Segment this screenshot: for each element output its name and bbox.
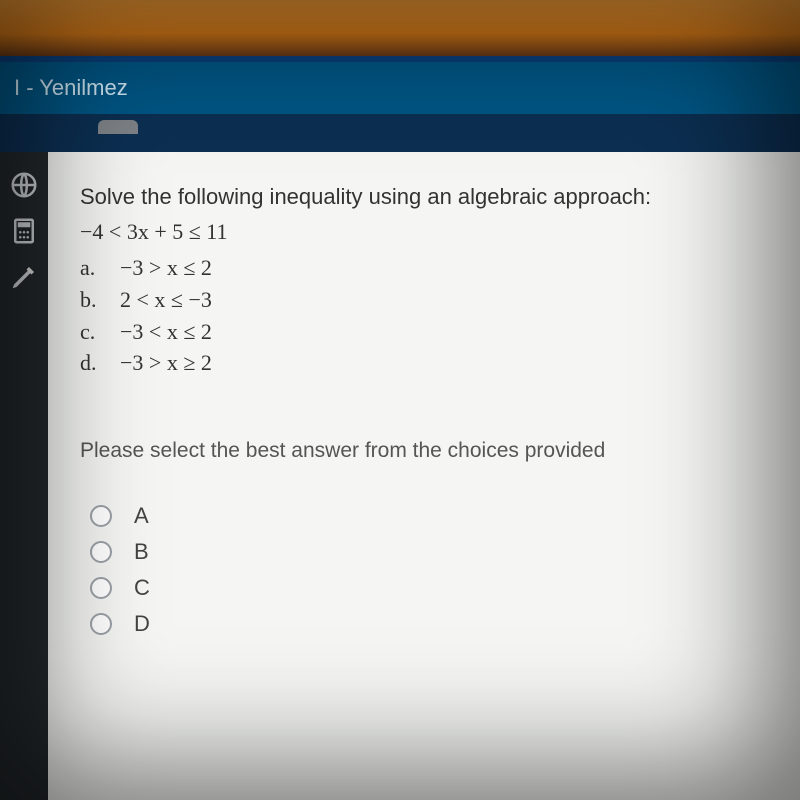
option-list: a. −3 > x ≤ 2 b. 2 < x ≤ −3 c. −3 < x ≤ … [80,252,768,380]
radio-label: D [134,611,150,637]
radio-label: B [134,539,149,565]
option-letter: c. [80,316,102,348]
pencil-icon[interactable] [9,262,39,292]
left-tool-rail [0,152,48,800]
option-text: 2 < x ≤ −3 [120,284,212,316]
radio-icon [90,577,112,599]
option-a: a. −3 > x ≤ 2 [80,252,768,284]
option-b: b. 2 < x ≤ −3 [80,284,768,316]
option-letter: b. [80,284,102,316]
answer-instruction: Please select the best answer from the c… [80,439,768,463]
question-inequality: −4 < 3x + 5 ≤ 11 [80,217,768,248]
option-c: c. −3 < x ≤ 2 [80,316,768,348]
radio-label: C [134,575,150,601]
answer-radio-b[interactable]: B [90,539,768,565]
radio-icon [90,613,112,635]
window-title-text: I - Yenilmez [14,75,128,101]
calculator-icon[interactable] [9,216,39,246]
answer-radio-a[interactable]: A [90,503,768,529]
answer-radio-group: A B C D [90,503,768,637]
answer-radio-d[interactable]: D [90,611,768,637]
radio-icon [90,505,112,527]
option-text: −3 > x ≤ 2 [120,252,212,284]
radio-icon [90,541,112,563]
question-prompt: Solve the following inequality using an … [80,180,768,213]
option-text: −3 > x ≥ 2 [120,347,212,379]
answer-radio-c[interactable]: C [90,575,768,601]
option-d: d. −3 > x ≥ 2 [80,347,768,379]
globe-icon[interactable] [9,170,39,200]
question-panel: Solve the following inequality using an … [48,152,800,800]
option-letter: a. [80,252,102,284]
window-title-bar: I - Yenilmez [0,62,800,114]
tab-handle[interactable] [98,120,138,134]
top-orange-border [0,0,800,56]
radio-label: A [134,503,149,529]
option-letter: d. [80,347,102,379]
option-text: −3 < x ≤ 2 [120,316,212,348]
